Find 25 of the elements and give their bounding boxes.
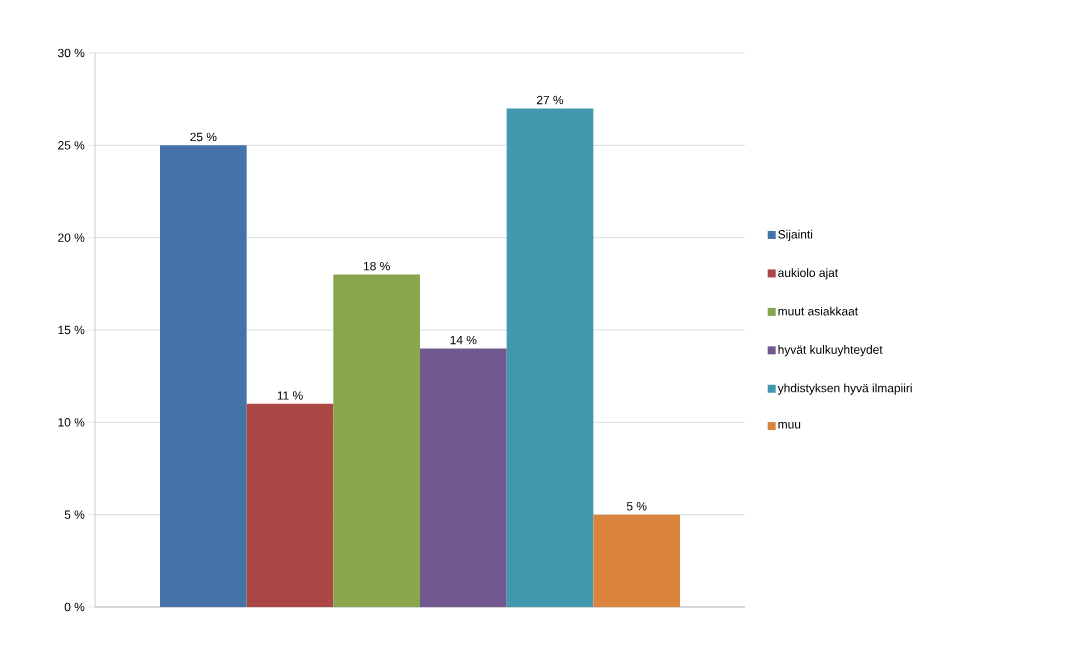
legend-label: hyvät kulkuyhteydet: [778, 345, 883, 357]
y-tick-label: 15 %: [58, 325, 85, 335]
y-tick-label: 5 %: [64, 510, 85, 519]
legend-label: muut asiakkaat: [778, 306, 858, 316]
y-tick-label: 20 %: [58, 233, 85, 242]
y-tick-label: 25 %: [58, 141, 85, 150]
data-label: 18 %: [363, 261, 390, 271]
bar: [160, 145, 247, 607]
data-label: 5 %: [626, 502, 647, 511]
bar: [333, 274, 420, 607]
bar: [506, 108, 594, 607]
data-label: 11 %: [277, 391, 303, 400]
y-tick-label: 30 %: [58, 48, 85, 58]
legend-label: yhdistyksen hyvä ilmapiiri: [777, 383, 912, 395]
data-label: 25 %: [190, 132, 217, 142]
legend-label: aukiolo ajat: [778, 268, 839, 280]
legend-label: muu: [778, 421, 801, 429]
y-tick-label: 10 %: [58, 418, 85, 427]
y-tick-label: 0 %: [64, 602, 85, 612]
data-label: 27 %: [536, 95, 564, 105]
bar: [246, 403, 334, 607]
bar: [420, 348, 507, 607]
legend-label: Sijainti: [778, 229, 813, 241]
bar: [593, 514, 680, 607]
data-label: 14 %: [450, 335, 477, 345]
